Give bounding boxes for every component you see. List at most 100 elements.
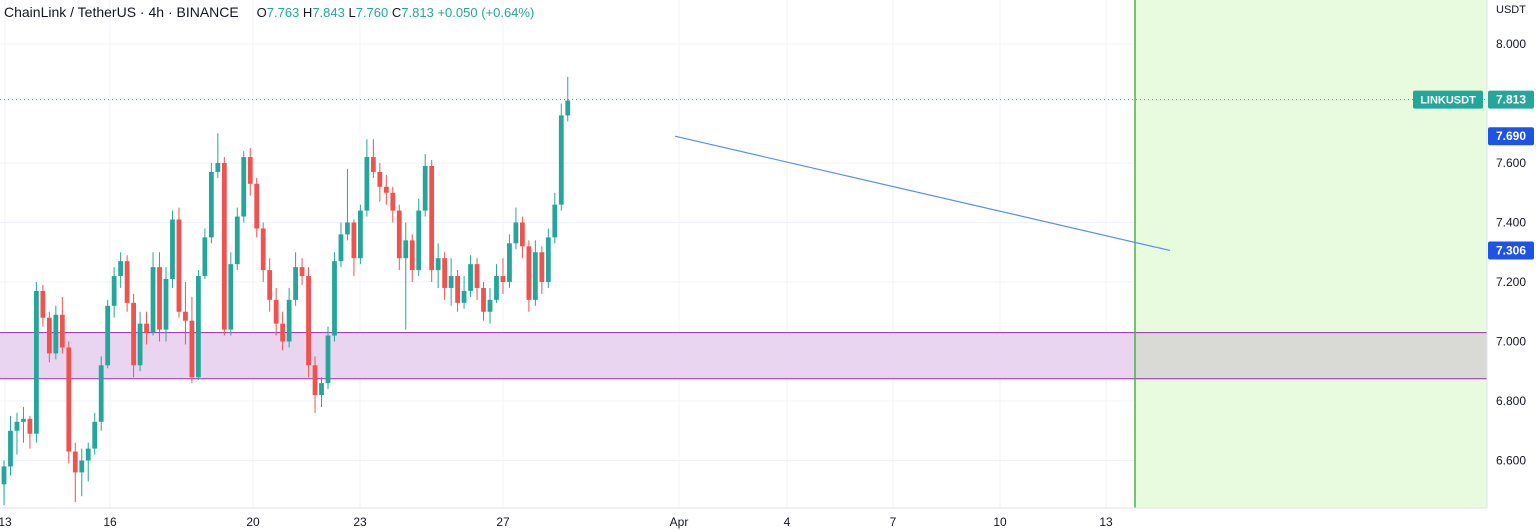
candle[interactable] bbox=[546, 228, 551, 288]
candle[interactable] bbox=[475, 258, 480, 300]
candle[interactable] bbox=[222, 157, 227, 335]
candle[interactable] bbox=[520, 217, 525, 259]
candle[interactable] bbox=[352, 220, 357, 277]
candle[interactable] bbox=[241, 151, 246, 222]
candle[interactable] bbox=[287, 288, 292, 348]
candle-body bbox=[15, 422, 20, 431]
candle[interactable] bbox=[73, 443, 78, 503]
candle[interactable] bbox=[157, 252, 162, 341]
candle[interactable] bbox=[248, 148, 253, 196]
candle[interactable] bbox=[507, 234, 512, 288]
candle[interactable] bbox=[274, 288, 279, 336]
candle[interactable] bbox=[92, 413, 97, 455]
candle[interactable] bbox=[86, 443, 91, 482]
candle[interactable] bbox=[267, 258, 272, 312]
candle[interactable] bbox=[494, 264, 499, 303]
candle[interactable] bbox=[196, 270, 201, 380]
candle[interactable] bbox=[481, 282, 486, 321]
candle[interactable] bbox=[390, 187, 395, 223]
candle[interactable] bbox=[559, 104, 564, 211]
candle[interactable] bbox=[254, 178, 259, 238]
candle[interactable] bbox=[514, 208, 519, 250]
candle[interactable] bbox=[53, 306, 58, 360]
candle[interactable] bbox=[462, 276, 467, 309]
candle[interactable] bbox=[21, 407, 26, 443]
candle[interactable] bbox=[384, 175, 389, 205]
candle-body bbox=[520, 223, 525, 247]
candle[interactable] bbox=[112, 267, 117, 318]
candle[interactable] bbox=[66, 342, 71, 464]
candle[interactable] bbox=[170, 211, 175, 288]
candles[interactable] bbox=[2, 77, 571, 505]
candle[interactable] bbox=[99, 356, 104, 430]
candle[interactable] bbox=[15, 413, 20, 455]
candle[interactable] bbox=[293, 252, 298, 306]
candle[interactable] bbox=[339, 223, 344, 268]
x-tick-label: 16 bbox=[103, 515, 117, 529]
candle[interactable] bbox=[215, 133, 220, 178]
candle-body bbox=[410, 240, 415, 270]
candle[interactable] bbox=[28, 416, 33, 449]
descending-trendline[interactable] bbox=[675, 136, 1170, 250]
candle[interactable] bbox=[364, 139, 369, 216]
candle[interactable] bbox=[300, 258, 305, 285]
candle[interactable] bbox=[371, 139, 376, 178]
candle[interactable] bbox=[151, 252, 156, 335]
candle[interactable] bbox=[526, 240, 531, 311]
candle[interactable] bbox=[468, 255, 473, 297]
candle[interactable] bbox=[501, 258, 506, 294]
candle[interactable] bbox=[125, 255, 130, 312]
candle[interactable] bbox=[377, 163, 382, 202]
candle[interactable] bbox=[442, 252, 447, 300]
candle[interactable] bbox=[306, 267, 311, 377]
candle[interactable] bbox=[118, 252, 123, 288]
x-tick-label: 13 bbox=[1099, 515, 1113, 529]
candle[interactable] bbox=[79, 449, 84, 497]
candle[interactable] bbox=[455, 270, 460, 312]
candle[interactable] bbox=[8, 416, 13, 476]
candle[interactable] bbox=[449, 258, 454, 306]
candle[interactable] bbox=[397, 205, 402, 270]
candle[interactable] bbox=[60, 297, 65, 354]
candle[interactable] bbox=[319, 377, 324, 407]
candle[interactable] bbox=[326, 327, 331, 389]
candle[interactable] bbox=[228, 252, 233, 335]
candle[interactable] bbox=[565, 77, 570, 122]
candle-body bbox=[138, 324, 143, 366]
candle[interactable] bbox=[177, 208, 182, 318]
candle[interactable] bbox=[235, 208, 240, 270]
time-axis[interactable]: 1316202327Apr471013 bbox=[0, 508, 1487, 529]
candle[interactable] bbox=[345, 169, 350, 240]
candle[interactable] bbox=[2, 461, 7, 506]
candle-body bbox=[371, 157, 376, 172]
candle[interactable] bbox=[358, 205, 363, 265]
candle-body bbox=[151, 267, 156, 332]
candle-body bbox=[222, 163, 227, 330]
candle[interactable] bbox=[138, 312, 143, 372]
candle[interactable] bbox=[209, 163, 214, 243]
candle[interactable] bbox=[403, 223, 408, 330]
candle[interactable] bbox=[416, 199, 421, 276]
candle[interactable] bbox=[436, 243, 441, 288]
candle[interactable] bbox=[131, 294, 136, 377]
candle[interactable] bbox=[552, 193, 557, 244]
candle[interactable] bbox=[332, 252, 337, 341]
candle-body bbox=[339, 234, 344, 261]
candle[interactable] bbox=[539, 246, 544, 294]
candle[interactable] bbox=[190, 297, 195, 383]
candle-body bbox=[403, 240, 408, 258]
candle[interactable] bbox=[34, 282, 39, 443]
candle[interactable] bbox=[429, 160, 434, 282]
candle[interactable] bbox=[164, 267, 169, 341]
candle[interactable] bbox=[261, 223, 266, 283]
candle[interactable] bbox=[410, 234, 415, 282]
candle[interactable] bbox=[105, 300, 110, 368]
candle[interactable] bbox=[40, 285, 45, 327]
symbol-title[interactable]: ChainLink / TetherUS · 4h · BINANCE bbox=[4, 4, 239, 20]
candle[interactable] bbox=[488, 288, 493, 324]
candle-body bbox=[397, 211, 402, 259]
ohlc-values: O7.763 H7.843 L7.760 C7.813 +0.050 (+0.6… bbox=[257, 5, 535, 20]
candle[interactable] bbox=[533, 240, 538, 305]
candle[interactable] bbox=[202, 228, 207, 279]
